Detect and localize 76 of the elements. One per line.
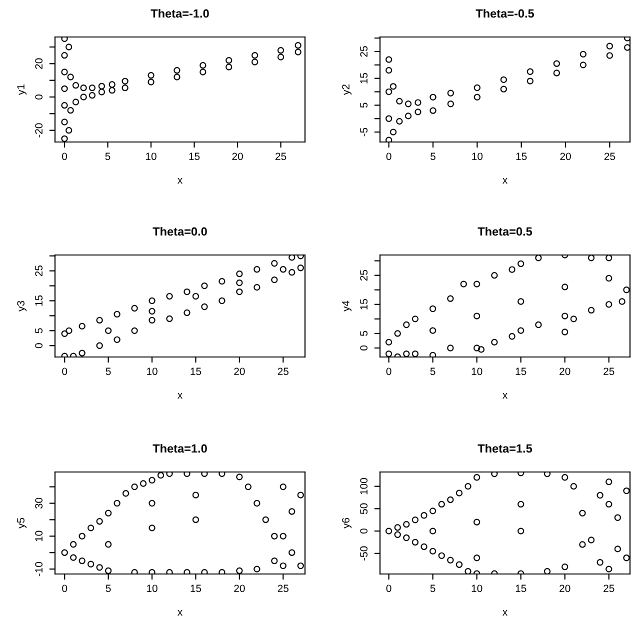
y-tick-label: 0 (360, 528, 368, 534)
x-axis-title: x (502, 610, 508, 616)
y-tick-label: 25 (360, 46, 368, 57)
x-tick-label: 10 (147, 368, 158, 376)
x-tick-label: 25 (278, 584, 289, 592)
chart-title: Theta=1.0 (152, 444, 207, 453)
x-axis-title: x (178, 610, 182, 616)
x-tick-label: 0 (62, 368, 68, 376)
x-tick-label: 15 (516, 584, 526, 592)
x-tick-label: 5 (430, 152, 436, 160)
y-tick-label: 5 (360, 331, 368, 336)
y-tick-label: 15 (35, 295, 43, 306)
x-tick-label: 15 (190, 584, 202, 592)
y-tick-label: 25 (35, 265, 43, 276)
x-tick-label: 5 (106, 584, 111, 592)
x-tick-label: 0 (386, 152, 392, 160)
chart-title: Theta=-0.5 (476, 9, 534, 18)
x-tick-label: 25 (604, 368, 614, 376)
y-axis-title: y6 (342, 518, 352, 528)
x-tick-label: 5 (106, 368, 111, 376)
x-tick-label: 10 (472, 584, 482, 592)
chart-title: Theta=1.5 (478, 444, 532, 453)
x-tick-label: 0 (62, 152, 68, 160)
y-axis-title: y5 (17, 518, 27, 528)
y-axis-title: y1 (17, 84, 27, 95)
x-tick-label: 25 (278, 368, 289, 376)
x-tick-label: 20 (234, 368, 245, 376)
chart-title: Theta=-1.0 (150, 9, 209, 18)
y-tick-label: 0 (360, 346, 368, 350)
x-tick-label: 20 (234, 584, 245, 592)
y-tick-label: 5 (35, 328, 43, 334)
y-tick-label: 10 (35, 530, 43, 542)
x-tick-label: 10 (472, 368, 482, 376)
x-tick-label: 15 (516, 152, 527, 160)
y-axis-title: y3 (17, 300, 27, 312)
x-tick-label: 20 (560, 152, 571, 160)
y-tick-label: 100 (360, 478, 368, 494)
y-tick-label: 25 (360, 270, 368, 281)
y-tick-label: 15 (360, 299, 368, 310)
y-tick-label: 20 (35, 58, 43, 69)
x-axis-title: x (178, 393, 182, 399)
y-axis-title: y2 (342, 84, 352, 95)
x-tick-label: 0 (386, 368, 392, 376)
y-tick-label: -20 (35, 123, 43, 138)
x-tick-label: 20 (560, 368, 570, 376)
x-tick-label: 15 (190, 368, 202, 376)
y-tick-label: 5 (360, 102, 368, 108)
x-tick-label: 5 (430, 368, 436, 376)
y-tick-label: 15 (360, 73, 368, 84)
x-tick-label: 15 (516, 368, 526, 376)
x-axis-title: x (502, 178, 508, 184)
y-tick-label: 30 (35, 498, 43, 509)
x-tick-label: 5 (430, 584, 436, 592)
x-tick-label: 20 (560, 584, 570, 592)
x-tick-label: 15 (189, 152, 200, 160)
x-tick-label: 25 (276, 152, 286, 160)
x-tick-label: 10 (146, 152, 156, 160)
y-tick-label: 0 (35, 343, 43, 348)
x-axis-title: x (178, 178, 182, 184)
y-tick-label: -10 (35, 562, 43, 576)
chart-title: Theta=0.0 (152, 227, 207, 236)
x-tick-label: 25 (604, 152, 616, 160)
y-tick-label: -5 (360, 128, 368, 136)
x-tick-label: 0 (62, 584, 68, 592)
x-axis-title: x (502, 393, 508, 399)
x-tick-label: 20 (232, 152, 243, 160)
chart-title: Theta=0.5 (478, 227, 532, 236)
y-tick-label: 0 (35, 94, 43, 100)
x-tick-label: 25 (604, 584, 614, 592)
x-tick-label: 10 (472, 152, 483, 160)
y-tick-label: 50 (360, 503, 368, 514)
y-axis-title: y4 (342, 300, 352, 312)
x-tick-label: 0 (386, 584, 392, 592)
y-tick-label: -50 (360, 546, 368, 560)
x-tick-label: 10 (147, 584, 158, 592)
x-tick-label: 5 (105, 152, 110, 160)
